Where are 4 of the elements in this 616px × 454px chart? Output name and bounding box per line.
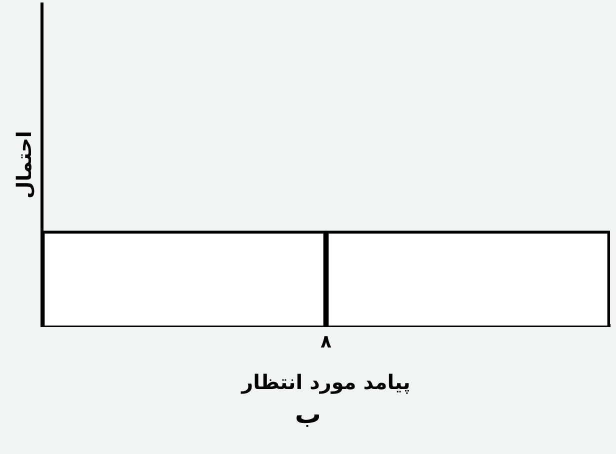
text: ب [294, 400, 322, 430]
y-axis-title: احتمال [12, 130, 36, 199]
x-axis-title: پیامد مورد انتظار [240, 370, 410, 394]
text: ۸ [320, 331, 332, 352]
